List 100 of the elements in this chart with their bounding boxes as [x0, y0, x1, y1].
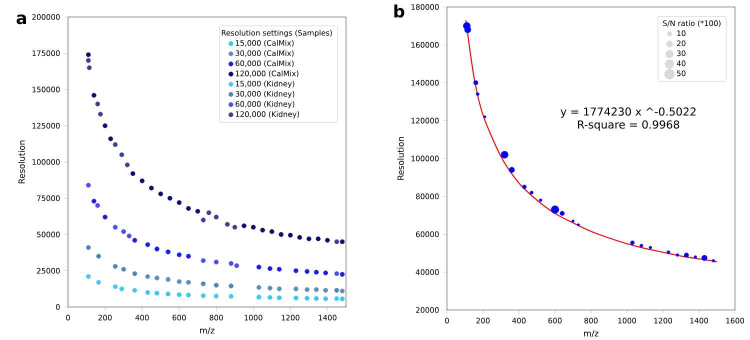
- point: [250, 224, 256, 230]
- point: [119, 286, 124, 292]
- x-axis-title: m/z: [200, 327, 214, 334]
- point: [224, 222, 230, 227]
- point: [232, 224, 238, 230]
- point: [158, 192, 164, 196]
- point: [176, 292, 182, 298]
- point: [294, 296, 298, 300]
- point: [304, 287, 310, 292]
- point: [200, 281, 206, 286]
- point: [186, 206, 191, 211]
- point: [256, 285, 262, 290]
- point: [132, 288, 138, 293]
- point: [214, 214, 219, 220]
- point: [340, 239, 345, 244]
- point: [96, 280, 101, 285]
- point: [186, 280, 191, 285]
- point: [102, 123, 108, 128]
- point: [340, 296, 345, 302]
- point: [200, 293, 206, 298]
- annotation: R-square = 0.9968: [578, 120, 680, 131]
- point: [176, 279, 182, 284]
- point: [154, 290, 160, 296]
- point: [278, 232, 284, 237]
- y-axis-title: Resolution: [18, 140, 25, 184]
- point: [186, 254, 191, 259]
- point: [268, 266, 272, 271]
- point: [314, 287, 319, 292]
- point: [86, 58, 91, 63]
- annotation: y = 1774230 x ^-0.5022: [560, 107, 696, 118]
- point: [149, 186, 154, 190]
- point: [102, 214, 108, 220]
- point: [334, 296, 340, 301]
- point: [268, 286, 272, 291]
- point: [314, 270, 319, 275]
- point: [132, 238, 138, 243]
- point: [340, 288, 345, 294]
- point: [112, 224, 118, 230]
- point: [124, 162, 130, 168]
- point: [334, 271, 340, 276]
- point: [166, 277, 170, 282]
- point: [140, 178, 145, 184]
- point: [323, 288, 328, 293]
- point: [92, 198, 96, 204]
- point: [126, 234, 132, 238]
- point: [242, 223, 246, 228]
- point: [214, 282, 219, 288]
- point: [145, 274, 150, 279]
- chart-title: a: [16, 14, 26, 24]
- point: [304, 269, 310, 274]
- point: [323, 296, 328, 302]
- point: [121, 229, 126, 234]
- point: [154, 246, 160, 252]
- point: [325, 238, 330, 243]
- point: [228, 284, 234, 288]
- point: [214, 294, 219, 299]
- point: [145, 290, 150, 295]
- point: [195, 208, 200, 214]
- point: [112, 142, 118, 147]
- point: [314, 296, 319, 301]
- point: [228, 294, 234, 299]
- point: [288, 232, 293, 238]
- y-axis-title: Resolution: [397, 137, 404, 180]
- point: [112, 284, 118, 290]
- point: [323, 270, 328, 276]
- point: [98, 112, 103, 117]
- point: [214, 260, 219, 264]
- point: [92, 92, 96, 98]
- point: [297, 235, 302, 240]
- x-axis-title: m/z: [584, 330, 598, 338]
- point: [268, 295, 272, 300]
- point: [166, 250, 170, 254]
- point: [294, 268, 298, 274]
- point: [166, 292, 170, 296]
- point: [86, 274, 91, 279]
- point: [269, 229, 274, 234]
- point: [200, 218, 206, 222]
- point: [276, 286, 282, 292]
- point: [276, 266, 282, 272]
- point: [334, 288, 340, 293]
- point: [132, 271, 138, 276]
- point: [334, 239, 340, 244]
- point: [168, 196, 172, 201]
- point: [234, 263, 240, 268]
- point: [119, 152, 124, 158]
- point: [206, 210, 212, 216]
- chart-title: b: [394, 4, 404, 18]
- point: [304, 296, 310, 301]
- point: [130, 171, 136, 176]
- point: [112, 264, 118, 269]
- point: [86, 182, 91, 188]
- point: [96, 254, 101, 259]
- point: [228, 261, 234, 266]
- point: [294, 286, 298, 292]
- point: [186, 292, 191, 298]
- point: [306, 236, 312, 242]
- point: [176, 252, 182, 258]
- point: [108, 136, 114, 142]
- point: [86, 65, 92, 70]
- point: [256, 264, 262, 270]
